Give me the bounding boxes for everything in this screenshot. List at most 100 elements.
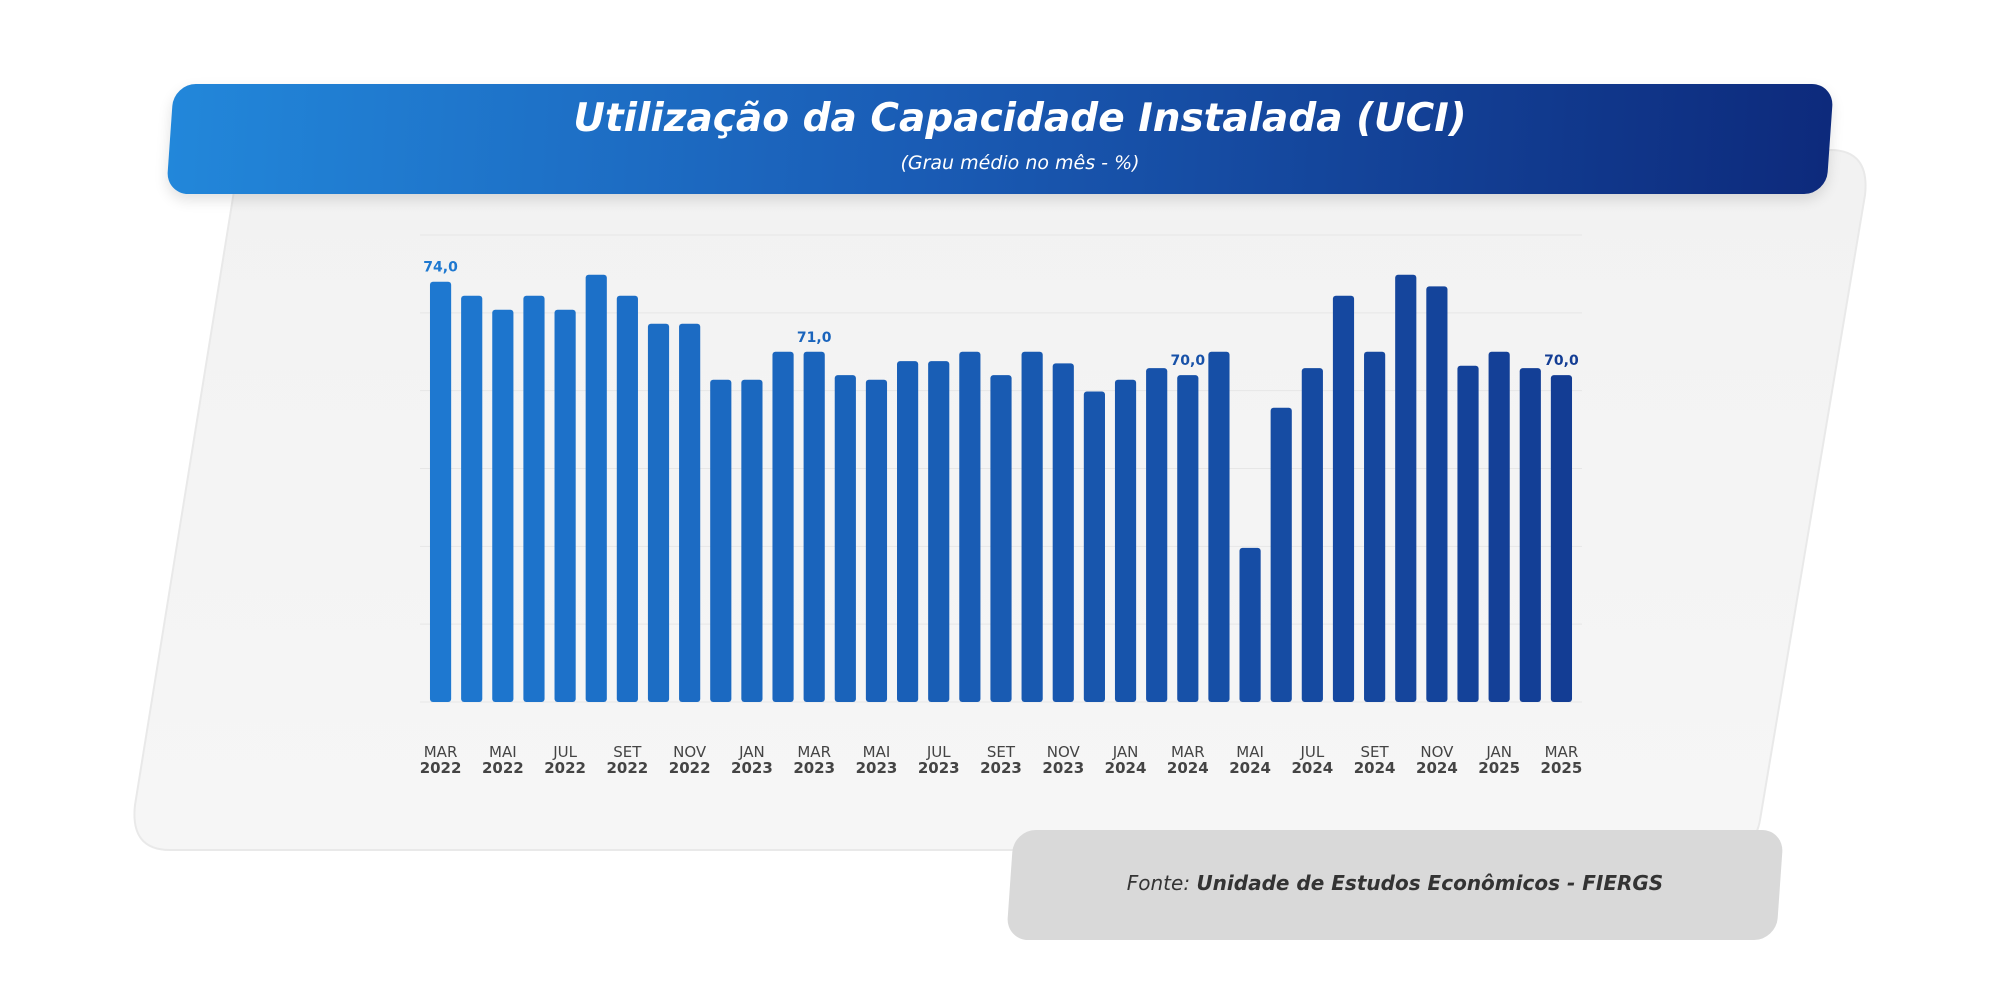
- x-tick-month: SET: [987, 743, 1016, 761]
- x-tick-month: NOV: [1047, 743, 1081, 761]
- bar-mai-2024: [1239, 547, 1261, 702]
- source-note: Fonte: Unidade de Estudos Econômicos - F…: [1010, 871, 1780, 895]
- x-tick-label: SET 2024: [1354, 743, 1396, 777]
- x-tick-label: MAI 2024: [1229, 743, 1271, 777]
- x-tick-year: 2022: [544, 759, 586, 777]
- x-tick-month: SET: [613, 743, 642, 761]
- bar-jan-2024: [1114, 379, 1137, 702]
- x-tick-label: SET 2022: [607, 743, 649, 777]
- bars: [429, 274, 1573, 702]
- bar-nov-2024: [1426, 286, 1448, 702]
- bar-jul-2022: [554, 309, 576, 702]
- x-tick-month: JUL: [1299, 743, 1324, 761]
- bar-set-2022: [616, 295, 638, 702]
- x-tick-year: 2023: [918, 759, 960, 777]
- x-tick-year: 2023: [980, 759, 1022, 777]
- x-tick-month: MAI: [863, 743, 891, 761]
- bar-dez-2024: [1457, 365, 1479, 702]
- x-tick-label: MAR 2022: [420, 743, 462, 777]
- x-tick-year: 2023: [856, 759, 898, 777]
- chart-subtitle: (Grau médio no mês - %): [900, 152, 1140, 174]
- bar-dez-2022: [710, 379, 732, 702]
- x-tick-year: 2022: [669, 759, 711, 777]
- bar-fev-2024: [1146, 368, 1168, 702]
- bar-jan-2025: [1488, 351, 1510, 702]
- bar-ago-2024: [1332, 295, 1355, 702]
- x-tick-label: NOV 2022: [669, 743, 711, 777]
- x-tick-year: 2023: [731, 759, 773, 777]
- x-tick-month: JUL: [552, 743, 577, 761]
- bar-abr-2022: [461, 295, 483, 702]
- x-tick-label: JAN 2025: [1478, 743, 1520, 777]
- bar-mai-2023: [865, 379, 888, 702]
- x-tick-label: MAR 2024: [1167, 743, 1209, 777]
- bar-jul-2024: [1301, 368, 1323, 702]
- bar-out-2024: [1395, 274, 1417, 702]
- x-tick-year: 2024: [1105, 759, 1147, 777]
- x-tick-month: JUL: [926, 743, 951, 761]
- bar-jun-2022: [523, 295, 545, 702]
- x-tick-year: 2022: [420, 759, 462, 777]
- bar-mar-2024: [1177, 375, 1199, 702]
- x-tick-year: 2024: [1291, 759, 1333, 777]
- x-tick-month: NOV: [1420, 743, 1454, 761]
- source-name: Unidade de Estudos Econômicos - FIERGS: [1196, 871, 1664, 895]
- data-labels: 74,0 71,0 70,0 70,0: [423, 260, 1579, 369]
- source-prefix: Fonte:: [1126, 871, 1191, 895]
- bar-ago-2023: [959, 351, 981, 702]
- data-label: 74,0: [423, 260, 458, 276]
- bar-dez-2023: [1083, 391, 1105, 702]
- bar-abr-2023: [834, 375, 856, 702]
- x-tick-year: 2024: [1416, 759, 1458, 777]
- x-tick-label: MAI 2023: [856, 743, 898, 777]
- x-tick-month: NOV: [673, 743, 707, 761]
- bar-out-2023: [1021, 351, 1043, 702]
- bar-fev-2025: [1519, 368, 1541, 702]
- x-tick-year: 2022: [607, 759, 649, 777]
- bar-set-2023: [990, 375, 1012, 702]
- x-tick-month: MAI: [489, 743, 517, 761]
- x-tick-label: MAI 2022: [482, 743, 524, 777]
- bar-mar-2023: [803, 351, 825, 702]
- bar-nov-2022: [679, 323, 701, 702]
- bar-jun-2024: [1270, 407, 1292, 702]
- bar-set-2024: [1364, 351, 1386, 702]
- x-tick-year: 2024: [1354, 759, 1396, 777]
- x-tick-label: JUL 2022: [544, 743, 586, 777]
- bar-mar-2025: [1550, 375, 1573, 702]
- x-tick-month: MAI: [1236, 743, 1264, 761]
- x-tick-label: JUL 2024: [1291, 743, 1333, 777]
- x-tick-label: MAR 2025: [1541, 743, 1583, 777]
- x-tick-label: NOV 2024: [1416, 743, 1458, 777]
- x-tick-year: 2025: [1541, 759, 1583, 777]
- bar-abr-2024: [1208, 351, 1230, 702]
- bar-jan-2023: [741, 379, 763, 702]
- x-tick-year: 2023: [793, 759, 835, 777]
- bar-out-2022: [647, 323, 670, 702]
- bar-fev-2023: [772, 351, 794, 702]
- x-tick-month: MAR: [1545, 743, 1579, 761]
- x-tick-month: JAN: [1112, 743, 1139, 761]
- x-tick-year: 2022: [482, 759, 524, 777]
- x-tick-month: MAR: [797, 743, 831, 761]
- x-tick-month: MAR: [1171, 743, 1205, 761]
- x-tick-month: JAN: [738, 743, 765, 761]
- chart-title: Utilização da Capacidade Instalada (UCI): [573, 96, 1467, 141]
- x-tick-year: 2024: [1229, 759, 1271, 777]
- x-tick-label: SET 2023: [980, 743, 1022, 777]
- x-tick-year: 2025: [1478, 759, 1520, 777]
- bar-ago-2022: [585, 274, 607, 702]
- data-label: 71,0: [797, 330, 832, 346]
- data-label: 70,0: [1171, 353, 1206, 369]
- bar-jul-2023: [928, 361, 950, 702]
- x-tick-year: 2023: [1042, 759, 1084, 777]
- x-tick-month: SET: [1361, 743, 1390, 761]
- x-tick-label: MAR 2023: [793, 743, 835, 777]
- x-tick-label: JUL 2023: [918, 743, 960, 777]
- x-tick-month: JAN: [1485, 743, 1512, 761]
- bar-nov-2023: [1052, 363, 1074, 702]
- bar-mai-2022: [492, 309, 514, 702]
- bar-jun-2023: [897, 361, 919, 702]
